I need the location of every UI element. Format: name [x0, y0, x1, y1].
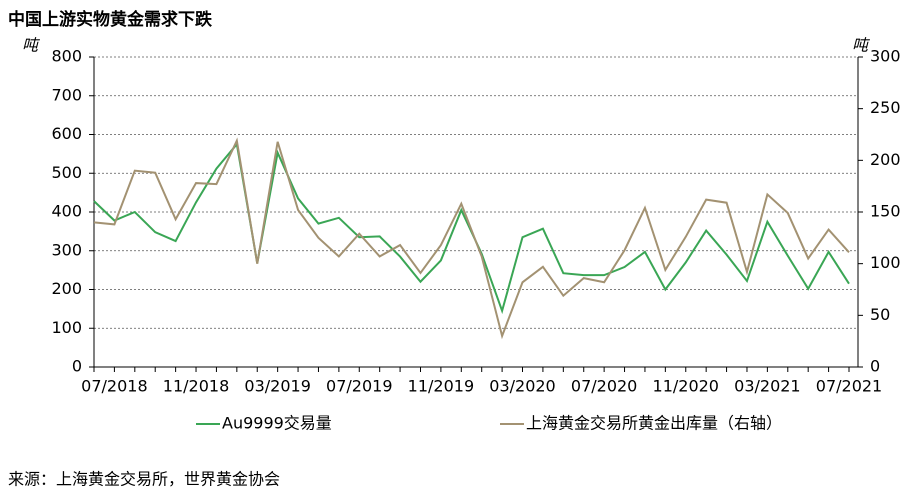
- y-tick-label: 300: [51, 240, 82, 259]
- x-tick-label: 07/2020: [571, 377, 637, 396]
- y2-tick-label: 300: [870, 47, 901, 66]
- y-tick-label: 100: [51, 318, 82, 337]
- x-tick-label: 03/2020: [489, 377, 555, 396]
- x-tick-label: 11/2019: [408, 377, 474, 396]
- series-line: [93, 137, 850, 340]
- x-tick-label: 11/2020: [653, 377, 719, 396]
- x-tick-label: 07/2021: [816, 377, 882, 396]
- y-tick-label: 400: [51, 202, 82, 221]
- x-tick-label: 03/2021: [734, 377, 800, 396]
- y2-tick-label: 150: [870, 202, 901, 221]
- y2-tick-label: 0: [870, 357, 880, 376]
- legend-label: Au9999交易量: [222, 414, 332, 433]
- y2-tick-label: 50: [870, 305, 890, 324]
- y-tick-label: 500: [51, 163, 82, 182]
- y2-tick-label: 100: [870, 253, 901, 272]
- y-tick-label: 600: [51, 124, 82, 143]
- x-tick-label: 07/2018: [81, 377, 147, 396]
- source: 来源：上海黄金交易所，世界黄金协会: [8, 470, 280, 489]
- chart-title: 中国上游实物黄金需求下跌: [8, 9, 213, 30]
- y-axis-label: 吨: [22, 36, 41, 55]
- x-tick-label: 07/2019: [326, 377, 392, 396]
- y-tick-label: 0: [72, 357, 82, 376]
- x-tick-label: 03/2019: [244, 377, 310, 396]
- y-tick-label: 800: [51, 47, 82, 66]
- y2-axis-label: 吨: [852, 36, 871, 55]
- x-tick-label: 11/2018: [163, 377, 229, 396]
- legend-label: 上海黄金交易所黄金出库量（右轴）: [526, 414, 782, 433]
- y-tick-label: 200: [51, 279, 82, 298]
- y-tick-label: 700: [51, 85, 82, 104]
- y2-tick-label: 200: [870, 150, 901, 169]
- y2-tick-label: 250: [870, 98, 901, 117]
